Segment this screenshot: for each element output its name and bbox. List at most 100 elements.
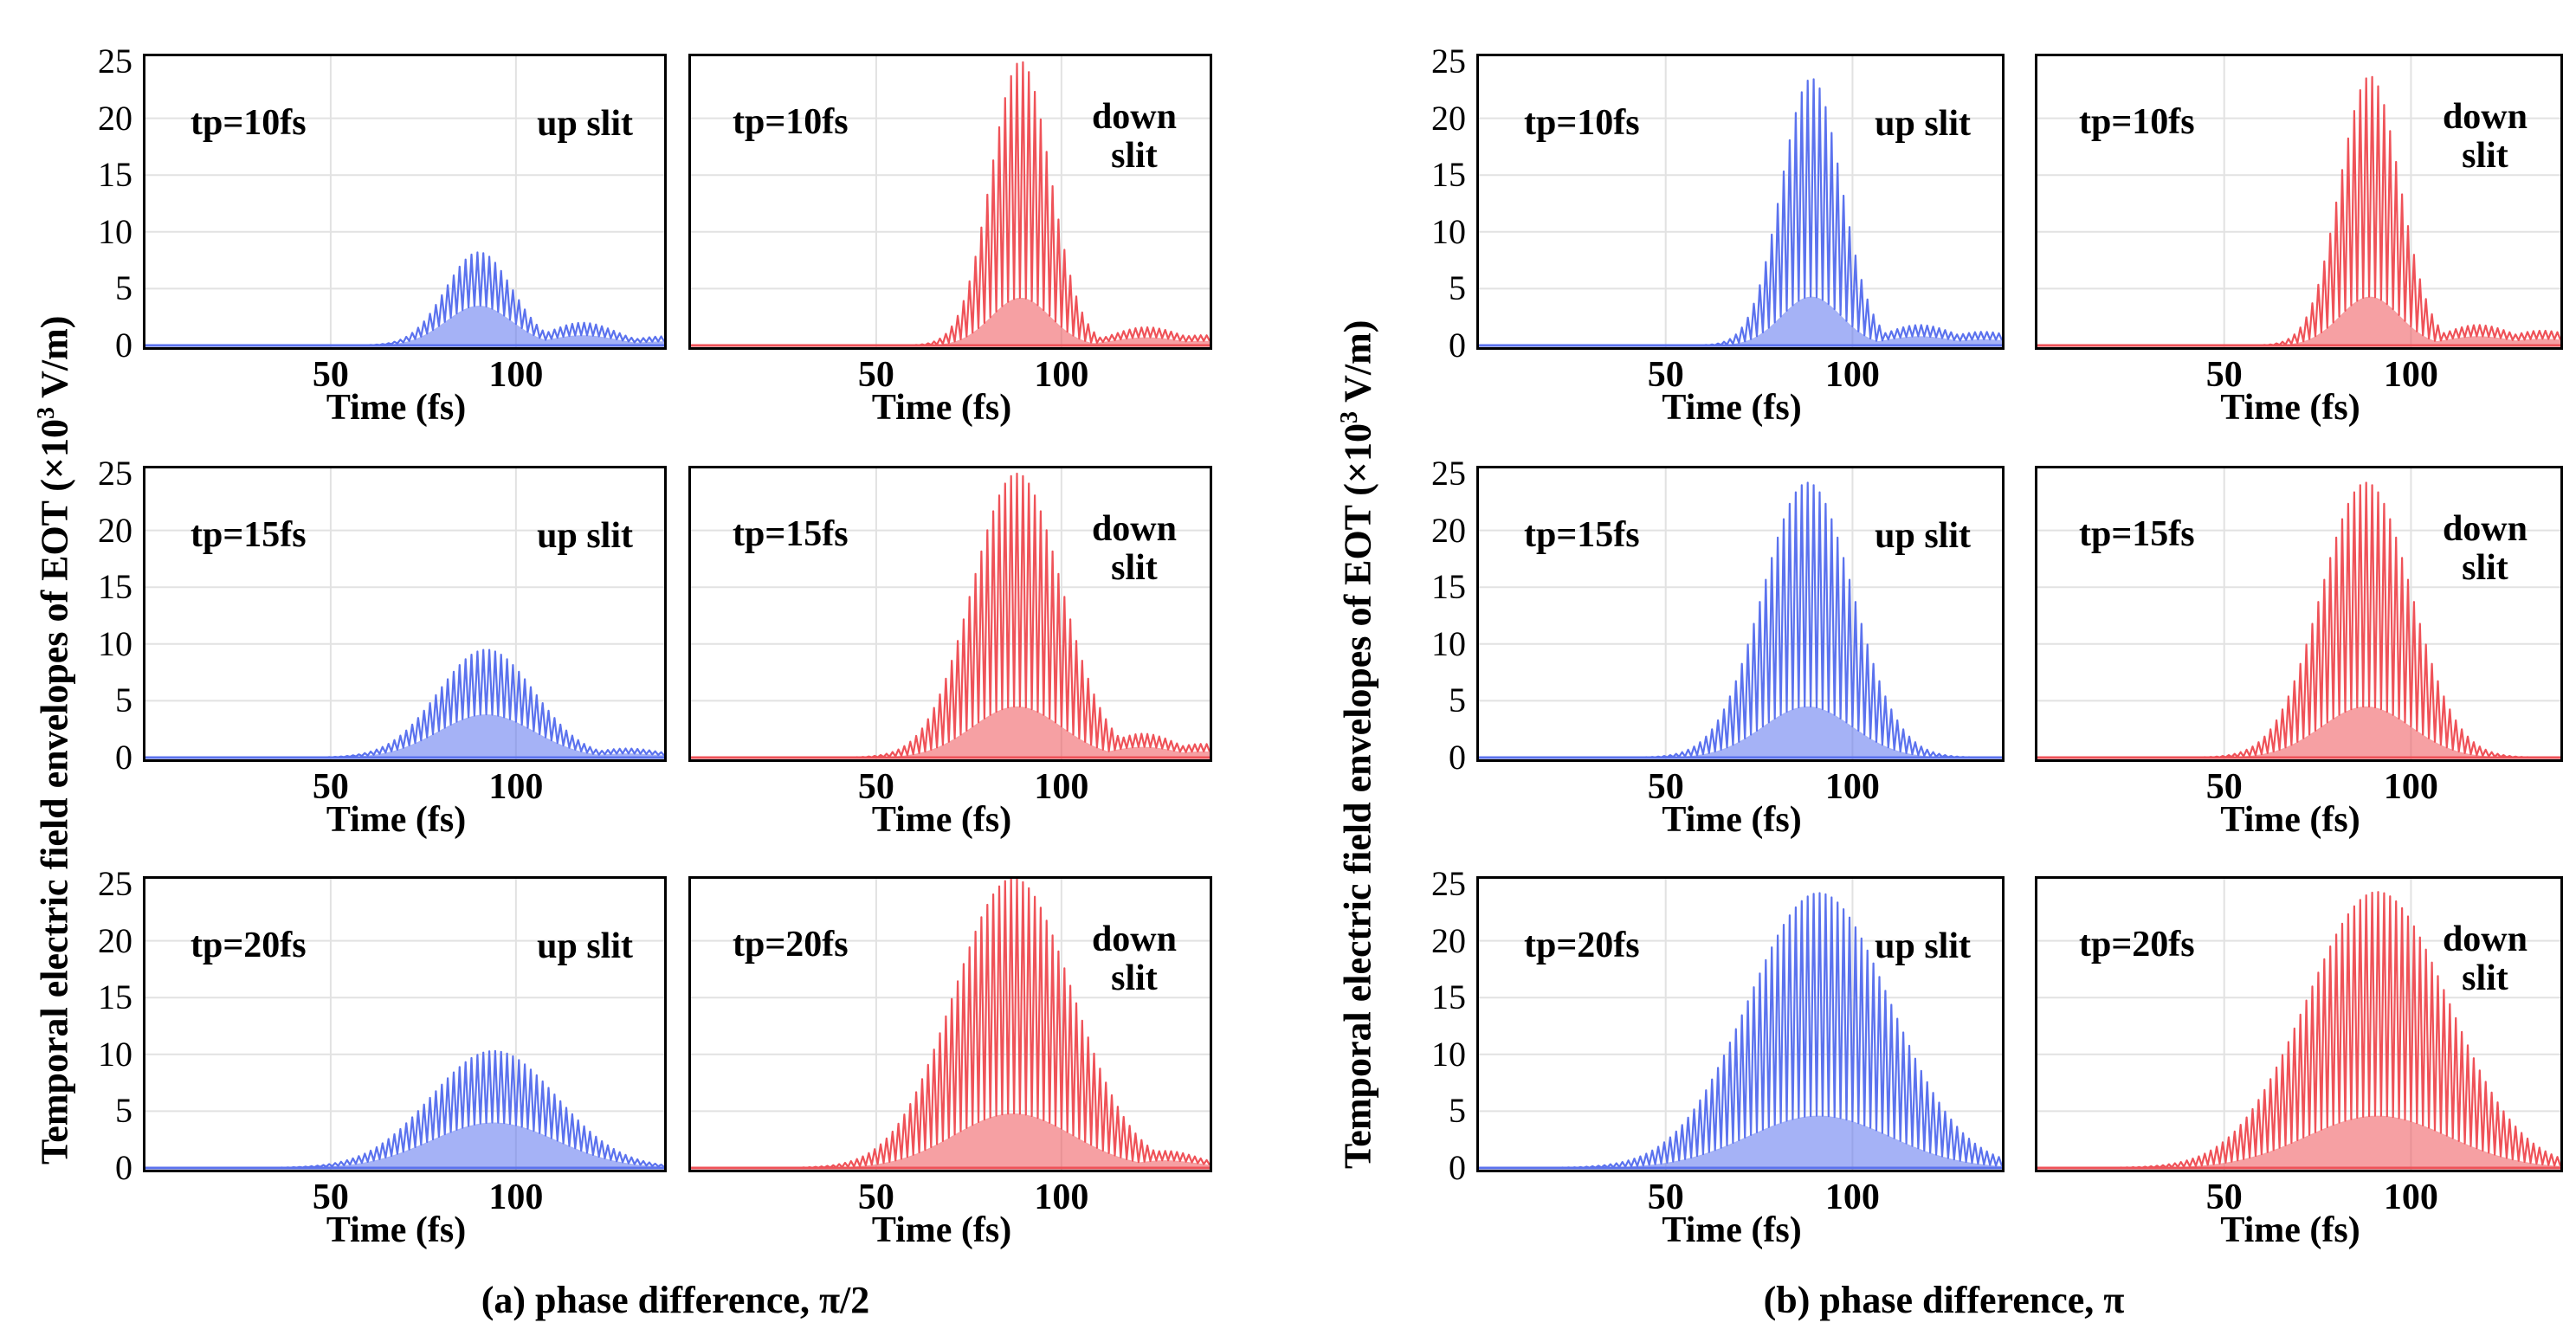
plot-area [1479, 56, 2002, 347]
slit-label-line: down [2442, 97, 2528, 137]
plot-area [145, 468, 664, 759]
plot-area [145, 879, 664, 1170]
x-tick-label: 100 [1034, 767, 1089, 807]
plot-panel: tp=10fs up slit [143, 54, 667, 350]
y-tick-label: 25 [98, 864, 132, 903]
figure-caption: (b) phase difference, π [1763, 1279, 2125, 1321]
y-tick-label: 20 [1431, 510, 1466, 550]
y-tick-label: 5 [115, 1091, 132, 1131]
plot-area [1479, 468, 2002, 759]
plot-area [2037, 56, 2560, 347]
series-fill-up [145, 1122, 664, 1168]
slit-label: down slit [1092, 509, 1177, 589]
series-fill-down [2037, 296, 2560, 345]
grid-lines [2037, 879, 2560, 1170]
slit-label-line: slit [2462, 548, 2508, 589]
figure-caption: (a) phase difference, π/2 [481, 1279, 870, 1321]
x-axis-label: Time (fs) [1662, 800, 1802, 840]
tp-label: tp=10fs [2079, 102, 2195, 142]
x-axis-label: Time (fs) [1662, 1210, 1802, 1250]
slit-label: up slit [537, 926, 633, 966]
x-axis-label: Time (fs) [871, 800, 1012, 840]
slit-label: up slit [537, 104, 633, 144]
x-tick-label: 100 [1034, 1177, 1089, 1217]
y-tick-label: 5 [1449, 1091, 1466, 1131]
y-tick-label: 10 [98, 623, 132, 663]
x-axis-label: Time (fs) [326, 388, 467, 428]
series-fill-down [691, 706, 1210, 758]
x-tick-label: 50 [2205, 355, 2243, 395]
x-axis-label: Time (fs) [326, 800, 467, 840]
slit-label: up slit [1875, 516, 1971, 556]
y-tick-label: 25 [1431, 42, 1466, 81]
series-fill-down [691, 297, 1210, 345]
tp-label: tp=20fs [1524, 926, 1640, 965]
slit-label: down slit [2442, 97, 2528, 177]
series-fill-down [2037, 1115, 2560, 1168]
plot-panel: tp=20fs down slit [2035, 876, 2563, 1172]
series-fill-up [1479, 1115, 2002, 1168]
tp-label: tp=20fs [190, 926, 307, 965]
x-tick-label: 50 [857, 1177, 894, 1217]
x-axis-label: Time (fs) [1662, 388, 1802, 428]
tp-label: tp=10fs [733, 102, 849, 142]
y-tick-label: 5 [115, 268, 132, 308]
slit-label-line: slit [1111, 958, 1158, 999]
y-tick-label: 10 [98, 1034, 132, 1074]
x-tick-label: 50 [1647, 355, 1684, 395]
y-axis-label-main: Temporal electric field envelopes of EOT… [33, 419, 76, 1165]
slit-label-line: up slit [537, 926, 633, 966]
y-tick-label: 10 [1431, 623, 1466, 663]
y-tick-label: 20 [98, 98, 132, 138]
x-tick-label: 100 [488, 355, 544, 395]
slit-label-line: up slit [1875, 516, 1971, 556]
x-tick-label: 100 [1034, 355, 1089, 395]
series-line-up [145, 648, 664, 759]
slit-label: up slit [537, 516, 633, 556]
grid-lines [1479, 56, 2002, 347]
plot-panel: tp=10fs up slit [1476, 54, 2005, 350]
y-axis-label-main: Temporal electric field envelopes of EOT… [1336, 423, 1379, 1169]
tp-label: tp=20fs [2079, 925, 2195, 965]
slit-label-line: down [2442, 919, 2528, 959]
y-tick-label: 0 [115, 326, 132, 365]
y-axis-label-exponent: 3 [1336, 411, 1363, 424]
slit-label-line: up slit [537, 516, 633, 556]
tp-label: tp=10fs [1524, 103, 1640, 143]
y-axis-label: Temporal electric field envelopes of EOT… [1336, 319, 1379, 1169]
grid-lines [145, 56, 664, 347]
x-tick-label: 100 [2383, 355, 2438, 395]
x-axis-label: Time (fs) [2220, 800, 2360, 840]
x-axis-label: Time (fs) [871, 388, 1012, 428]
plot-area [691, 879, 1210, 1170]
y-tick-label: 15 [1431, 977, 1466, 1017]
grid-lines [1479, 468, 2002, 759]
slit-label-line: slit [2462, 958, 2508, 999]
slit-label: down slit [1092, 919, 1177, 999]
x-tick-label: 50 [1647, 1177, 1684, 1217]
plot-area [1479, 879, 2002, 1170]
y-axis-label-unit: V/m) [1336, 319, 1379, 412]
y-tick-label: 20 [1431, 920, 1466, 960]
x-tick-label: 50 [857, 767, 894, 807]
x-tick-label: 50 [2205, 1177, 2243, 1217]
y-tick-label: 25 [98, 42, 132, 81]
x-axis-label: Time (fs) [2220, 388, 2360, 428]
x-tick-label: 100 [488, 767, 544, 807]
y-tick-label: 25 [98, 454, 132, 493]
x-tick-label: 100 [1824, 767, 1880, 807]
plot-panel: tp=15fs down slit [2035, 466, 2563, 762]
y-tick-label: 25 [1431, 454, 1466, 493]
grid-lines [2037, 56, 2560, 347]
y-tick-label: 0 [1449, 326, 1466, 365]
series-fill-up [1479, 706, 2002, 758]
slit-label-line: down [2442, 509, 2528, 549]
slit-label-line: slit [1111, 548, 1158, 589]
plot-panel: tp=15fs up slit [1476, 466, 2005, 762]
slit-label: down slit [2442, 919, 2528, 999]
plot-area [145, 56, 664, 347]
y-axis-label-unit: V/m) [33, 315, 76, 408]
x-tick-label: 100 [2383, 767, 2438, 807]
y-tick-label: 20 [1431, 98, 1466, 138]
y-tick-label: 15 [98, 977, 132, 1017]
